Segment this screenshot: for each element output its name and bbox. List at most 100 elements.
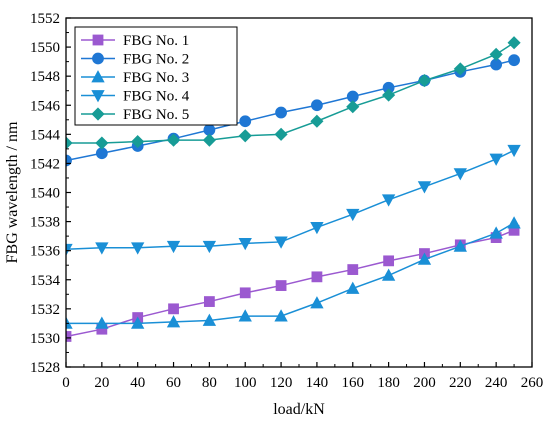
data-point: [95, 316, 109, 329]
legend: FBG No. 1 FBG No. 2 FBG No. 3 FBG No. 4 FBG …: [74, 26, 238, 126]
data-point: [202, 240, 217, 254]
x-tick-label: 0: [62, 375, 70, 391]
data-point: [381, 194, 396, 207]
data-point: [168, 303, 179, 315]
legend-item: FBG No. 4: [81, 89, 190, 105]
y-tick-label: 1534: [30, 273, 61, 289]
y-tick-label: 1540: [30, 186, 60, 202]
data-point: [311, 99, 323, 112]
data-point: [166, 133, 181, 147]
data-point: [166, 315, 181, 328]
x-tick-label: 20: [94, 375, 109, 391]
series-line: [66, 222, 515, 325]
data-point: [382, 88, 396, 102]
x-tick-label: 180: [377, 375, 400, 391]
plot-area: [66, 36, 521, 342]
legend-marker: [92, 52, 104, 65]
x-tick-label: 100: [234, 375, 257, 391]
legend-label: FBG No. 1: [123, 33, 189, 49]
legend-label: FBG No. 4: [123, 89, 190, 105]
data-point: [453, 168, 467, 181]
x-tick-label: 120: [270, 375, 293, 391]
data-point: [239, 115, 252, 128]
data-point: [66, 136, 73, 150]
data-point: [202, 133, 216, 147]
legend-item: FBG No. 5: [81, 107, 189, 123]
x-tick-label: 220: [449, 375, 472, 391]
legend-item: FBG No. 3: [81, 70, 189, 86]
series-3: [66, 216, 521, 329]
data-point: [66, 331, 72, 342]
data-point: [239, 287, 251, 299]
data-point: [453, 62, 467, 76]
data-point: [203, 296, 215, 307]
legend-label: FBG No. 3: [123, 70, 189, 86]
x-tick-label: 80: [202, 375, 217, 391]
data-point: [311, 271, 323, 283]
data-point: [453, 239, 467, 252]
data-point: [274, 309, 288, 322]
x-tick-label: 200: [413, 375, 436, 391]
data-point: [507, 36, 521, 50]
data-point: [489, 153, 503, 166]
data-point: [346, 281, 360, 294]
data-point: [507, 216, 521, 229]
legend-marker: [91, 90, 105, 103]
y-tick-label: 1542: [30, 156, 60, 172]
legend-label: FBG No. 5: [123, 107, 189, 123]
x-tick-label: 260: [521, 375, 544, 391]
y-tick-label: 1548: [30, 69, 60, 85]
axes: 0 20 40 60 80 100 120 140 160 180 200 220 240 260 1528…: [30, 11, 543, 391]
data-point: [274, 127, 288, 141]
series-4: [66, 144, 521, 257]
data-point: [66, 243, 73, 257]
x-axis-title: load/kN: [273, 401, 325, 418]
y-tick-label: 1544: [30, 127, 61, 143]
data-point: [238, 237, 252, 251]
data-point: [131, 135, 145, 149]
series-line: [66, 149, 515, 250]
data-point: [310, 114, 324, 128]
data-point: [274, 236, 288, 249]
y-tick-label: 1528: [30, 360, 60, 376]
data-point: [347, 264, 359, 275]
data-point: [417, 181, 432, 194]
series-2: [66, 54, 520, 167]
data-point: [489, 47, 503, 61]
series-line: [66, 59, 515, 162]
x-tick-label: 160: [342, 375, 365, 391]
legend-item: FBG No. 1: [81, 33, 189, 49]
data-point: [383, 255, 395, 267]
y-tick-label: 1552: [30, 11, 60, 27]
x-tick-label: 240: [485, 375, 508, 391]
data-point: [381, 268, 396, 281]
legend-marker: [91, 70, 105, 83]
data-point: [346, 100, 360, 114]
y-tick-label: 1538: [30, 215, 60, 231]
y-tick-label: 1546: [30, 98, 61, 114]
legend-marker: [91, 107, 105, 121]
x-tick-label: 140: [306, 375, 329, 391]
data-point: [417, 73, 432, 88]
data-point: [507, 144, 521, 158]
legend-marker: [92, 34, 104, 46]
data-point: [346, 208, 360, 222]
series-line: [66, 229, 515, 338]
data-point: [95, 136, 109, 150]
data-point: [275, 280, 287, 291]
data-point: [95, 242, 109, 255]
data-point: [131, 242, 145, 255]
data-point: [417, 252, 432, 265]
x-tick-label: 40: [130, 375, 145, 391]
data-point: [310, 221, 324, 235]
y-tick-label: 1530: [30, 331, 60, 347]
data-point: [131, 316, 145, 329]
data-point: [166, 240, 181, 254]
data-point: [238, 309, 252, 322]
x-tick-label: 60: [166, 375, 181, 391]
legend-label: FBG No. 2: [123, 52, 189, 68]
data-point: [310, 296, 324, 309]
y-tick-label: 1550: [30, 40, 60, 56]
legend-item: FBG No. 2: [81, 52, 189, 68]
